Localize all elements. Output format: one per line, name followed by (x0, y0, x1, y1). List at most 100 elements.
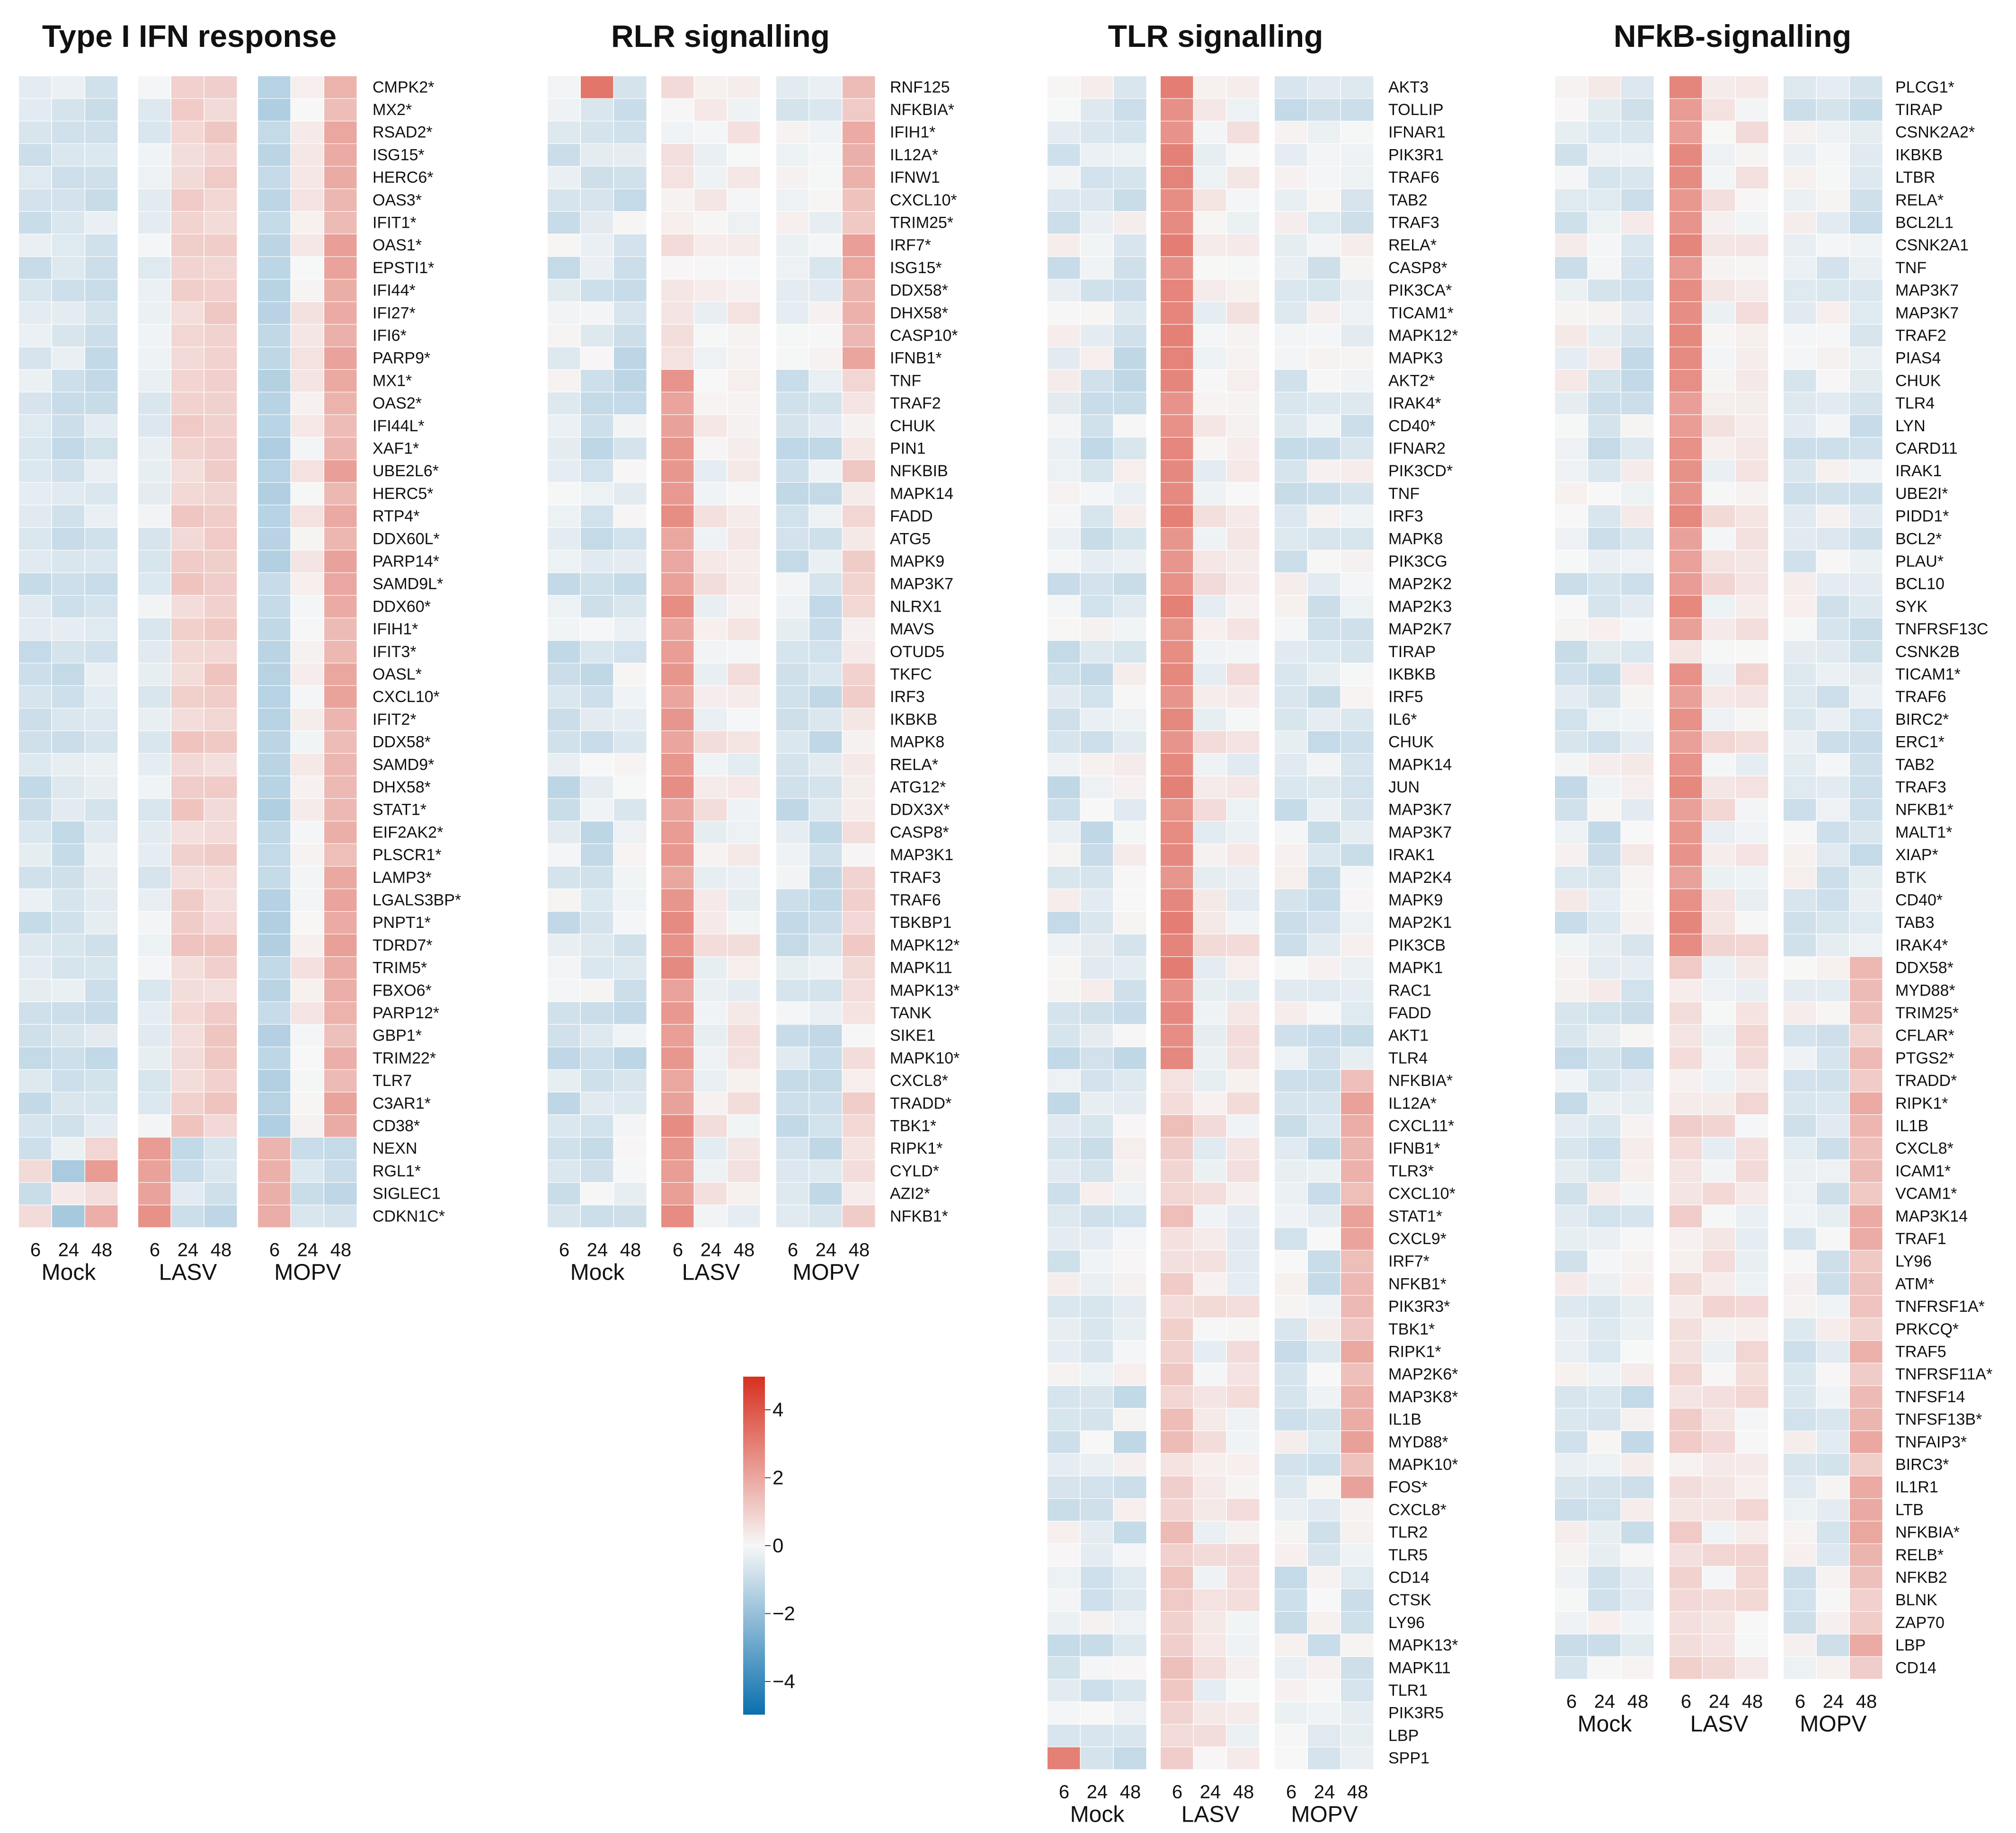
heatmap-cell (1194, 1589, 1226, 1611)
heatmap-cell (1621, 1657, 1654, 1679)
heatmap-cell (1621, 957, 1654, 979)
heatmap-cell (1817, 911, 1849, 934)
gene-label: MAPK12* (1388, 327, 1458, 345)
heatmap-cell (776, 1115, 809, 1137)
heatmap-cell (548, 934, 580, 957)
heatmap-cell (1555, 370, 1588, 392)
heatmap-cell (1081, 844, 1113, 866)
heatmap-cell (52, 1160, 85, 1183)
heatmap-cell (1555, 1521, 1588, 1544)
heatmap-cell (1850, 1205, 1883, 1228)
heatmap-cell (1308, 1431, 1341, 1453)
heatmap-cell (1850, 1318, 1883, 1340)
heatmap-cell (1670, 1295, 1702, 1318)
heatmap-cell (809, 482, 842, 505)
heatmap-cell (1308, 708, 1341, 731)
gene-label: IRAK1 (1895, 462, 1942, 480)
heatmap-cell (1784, 663, 1816, 685)
heatmap-cell (1621, 618, 1654, 641)
panel-title: TLR signalling (1108, 18, 1323, 53)
heatmap-cell (204, 257, 237, 279)
heatmap-cell (1703, 957, 1735, 979)
heatmap-cell (1227, 324, 1260, 347)
heatmap-cell (1161, 144, 1193, 166)
group-label: LASV (682, 1260, 740, 1285)
gene-label: IL1R1 (1895, 1478, 1938, 1496)
heatmap-cell (1194, 1341, 1226, 1363)
heatmap-cell (694, 98, 727, 121)
heatmap-cell (1227, 1702, 1260, 1724)
gene-label: MAPK1 (1388, 959, 1443, 977)
heatmap-cell (1308, 1611, 1341, 1634)
heatmap-cell (291, 1205, 324, 1228)
heatmap-cell (1227, 934, 1260, 957)
heatmap-cell (19, 324, 52, 347)
gene-label: PARP9* (373, 349, 430, 367)
heatmap-cell (1736, 370, 1768, 392)
heatmap-cell (1817, 1611, 1849, 1634)
heatmap-cell (776, 641, 809, 663)
heatmap-cell (204, 708, 237, 731)
heatmap-cell (1670, 1521, 1702, 1544)
gene-label: LTB (1895, 1501, 1924, 1519)
heatmap-cell (809, 754, 842, 776)
heatmap-cell (1194, 76, 1226, 98)
heatmap-cell (809, 866, 842, 889)
time-tick-label: 6 (1172, 1782, 1182, 1803)
heatmap-cell (258, 979, 291, 1002)
heatmap-cell (1275, 731, 1307, 753)
heatmap-cell (52, 844, 85, 866)
gene-label: SIGLEC1 (373, 1185, 441, 1203)
heatmap-cell (138, 347, 171, 369)
heatmap-cell (1341, 1183, 1374, 1205)
heatmap-cell (1341, 347, 1374, 369)
heatmap-cell (258, 76, 291, 98)
heatmap-cell (661, 799, 694, 821)
heatmap-cell (1081, 1702, 1113, 1724)
heatmap-cell (138, 505, 171, 527)
heatmap-cell (1308, 618, 1341, 641)
heatmap-cell (1850, 866, 1883, 889)
heatmap-cell (138, 821, 171, 844)
heatmap-cell (171, 934, 204, 957)
heatmap-cell (19, 505, 52, 527)
heatmap-cell (138, 324, 171, 347)
gene-label: TLR2 (1388, 1523, 1428, 1541)
heatmap-cell (1703, 1228, 1735, 1250)
heatmap-cell (1048, 370, 1080, 392)
heatmap-cell (1341, 302, 1374, 324)
heatmap-cell (694, 1115, 727, 1137)
heatmap-cell (728, 957, 760, 979)
heatmap-cell (1227, 279, 1260, 302)
heatmap-cell (1227, 799, 1260, 821)
heatmap-cell (1621, 1137, 1654, 1160)
heatmap-cell (1161, 1024, 1193, 1047)
heatmap-cell (548, 641, 580, 663)
heatmap-cell (324, 1002, 357, 1024)
heatmap-cell (614, 98, 647, 121)
heatmap-cell (694, 889, 727, 911)
heatmap-cell (1161, 1634, 1193, 1656)
heatmap-cell (1194, 596, 1226, 618)
heatmap-cell (19, 189, 52, 211)
heatmap-cell (1161, 324, 1193, 347)
heatmap-cell (1817, 166, 1849, 189)
heatmap-cell (1588, 889, 1621, 911)
heatmap-cell (1081, 1611, 1113, 1634)
heatmap-cell (1736, 663, 1768, 685)
gene-label: MAP3K7 (1388, 801, 1452, 819)
heatmap-cell (1784, 482, 1816, 505)
heatmap-cell (1081, 708, 1113, 731)
heatmap-cell (694, 596, 727, 618)
heatmap-cell (1670, 1205, 1702, 1228)
heatmap-cell (1784, 257, 1816, 279)
heatmap-cell (1275, 1725, 1307, 1747)
heatmap-cell (581, 76, 613, 98)
heatmap-cell (1736, 257, 1768, 279)
heatmap-cell (85, 708, 118, 731)
heatmap-cell (809, 1047, 842, 1069)
heatmap-cell (1048, 1341, 1080, 1363)
heatmap-cell (581, 121, 613, 143)
heatmap-cell (1703, 1160, 1735, 1183)
heatmap-cell (1308, 166, 1341, 189)
